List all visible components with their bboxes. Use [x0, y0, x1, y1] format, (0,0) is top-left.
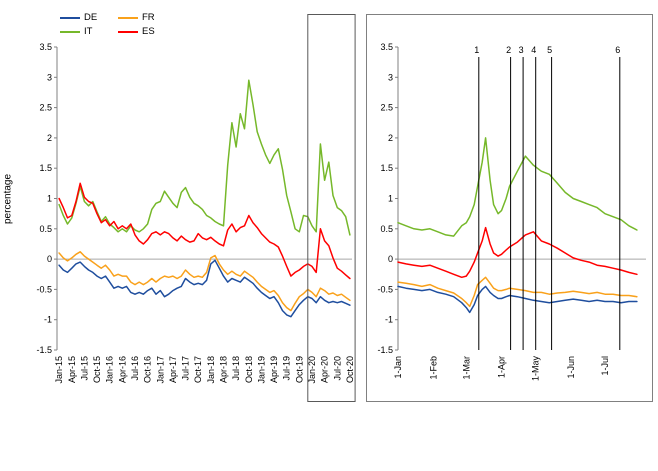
event-line-label-2: 2 [506, 45, 511, 55]
zoom-series-line-IT [397, 137, 638, 237]
full-x-tick-label: Oct-18 [244, 356, 254, 383]
legend-label-FR: FR [142, 12, 155, 23]
full-x-tick-label: Apr-17 [168, 356, 178, 383]
full-x-tick-label: Apr-15 [67, 356, 77, 383]
legend-item-FR: FR [118, 12, 176, 23]
full-series-line-FR [58, 251, 351, 312]
zoom-y-tick-label: 2 [388, 133, 393, 143]
full-series-line-IT [58, 79, 351, 236]
full-x-tick-label: Oct-16 [143, 356, 153, 383]
full-x-tick-label: Jul-16 [130, 356, 140, 381]
event-line-label-6: 6 [615, 45, 620, 55]
full-x-tick-label: Jan-17 [155, 356, 165, 384]
full-x-tick-label: Apr-18 [218, 356, 228, 383]
legend-line-swatch-ES [118, 30, 138, 33]
legend-label-DE: DE [84, 12, 98, 23]
zoom-y-tick-label: -0.5 [377, 284, 393, 294]
zoom-y-tick-label: 0 [388, 254, 393, 264]
full-x-tick-label: Apr-16 [117, 356, 127, 383]
legend-line-swatch-IT [60, 30, 80, 33]
full-y-tick-label: -0.5 [36, 284, 52, 294]
zoom-x-tick-label: 1-Apr [497, 356, 507, 378]
full-y-tick-label: 3 [47, 72, 52, 82]
full-x-tick-label: Jan-18 [206, 356, 216, 384]
highlight-box-2020 [307, 14, 356, 402]
event-line-label-1: 1 [474, 45, 479, 55]
zoom-y-tick-label: -1 [385, 315, 393, 325]
zoom-x-tick-label: 1-Jul [600, 356, 610, 376]
zoom-y-tick-label: 3.5 [380, 42, 393, 52]
full-x-tick-label: Jul-20 [332, 356, 342, 381]
zoom-x-tick-label: 1-Feb [428, 356, 438, 380]
full-x-tick-label: Jul-18 [231, 356, 241, 381]
event-line-label-4: 4 [531, 45, 536, 55]
full-x-tick-label: Jan-20 [307, 356, 317, 384]
legend-line-swatch-FR [118, 16, 138, 19]
zoom-y-tick-label: 0.5 [380, 224, 393, 234]
full-y-tick-label: 0.5 [39, 224, 52, 234]
full-x-tick-label: Jul-19 [282, 356, 292, 381]
zoom-y-tick-label: 2.5 [380, 103, 393, 113]
full-x-tick-label: Jul-15 [79, 356, 89, 381]
full-x-tick-label: Apr-20 [320, 356, 330, 383]
legend-label-IT: IT [84, 26, 93, 37]
event-line-label-3: 3 [519, 45, 524, 55]
zoom-series-line-DE [397, 285, 638, 314]
legend-line-swatch-DE [60, 16, 80, 19]
zoom-y-tick-label: 1 [388, 194, 393, 204]
zoom-x-tick-label: 1-Jan [393, 356, 403, 379]
legend-item-DE: DE [60, 12, 118, 23]
full-x-tick-label: Jul-17 [181, 356, 191, 381]
legend-item-IT: IT [60, 26, 118, 37]
full-y-tick-label: 1 [47, 194, 52, 204]
zoom-y-tick-label: 1.5 [380, 163, 393, 173]
full-x-tick-label: Oct-15 [92, 356, 102, 383]
zoom-y-tick-label: 3 [388, 72, 393, 82]
full-x-tick-label: Oct-19 [294, 356, 304, 383]
zoom-panel-border [366, 14, 653, 402]
full-y-tick-label: 3.5 [39, 42, 52, 52]
full-x-tick-label: Jan-16 [105, 356, 115, 384]
full-x-tick-label: Oct-20 [345, 356, 355, 383]
zoom-series-line-FR [397, 276, 638, 308]
zoom-x-tick-label: 1-May [531, 356, 541, 382]
full-series-line-DE [58, 259, 351, 318]
legend: DE FR IT ES [60, 12, 176, 37]
event-line-label-5: 5 [547, 45, 552, 55]
full-y-tick-label: 1.5 [39, 163, 52, 173]
full-series-line-ES [58, 182, 351, 280]
full-y-tick-label: 0 [47, 254, 52, 264]
zoom-series-line-ES [397, 226, 638, 279]
zoom-x-tick-label: 1-Mar [461, 356, 471, 380]
zoom-x-tick-label: 1-Jun [566, 356, 576, 379]
legend-label-ES: ES [142, 26, 155, 37]
full-y-tick-label: 2 [47, 133, 52, 143]
full-x-tick-label: Jan-19 [256, 356, 266, 384]
legend-item-ES: ES [118, 26, 176, 37]
full-y-tick-label: 2.5 [39, 103, 52, 113]
zoom-y-tick-label: -1.5 [377, 345, 393, 355]
full-x-tick-label: Jan-15 [54, 356, 64, 384]
full-y-tick-label: -1 [44, 315, 52, 325]
full-x-tick-label: Apr-19 [269, 356, 279, 383]
full-x-tick-label: Oct-17 [193, 356, 203, 383]
full-y-tick-label: -1.5 [36, 345, 52, 355]
